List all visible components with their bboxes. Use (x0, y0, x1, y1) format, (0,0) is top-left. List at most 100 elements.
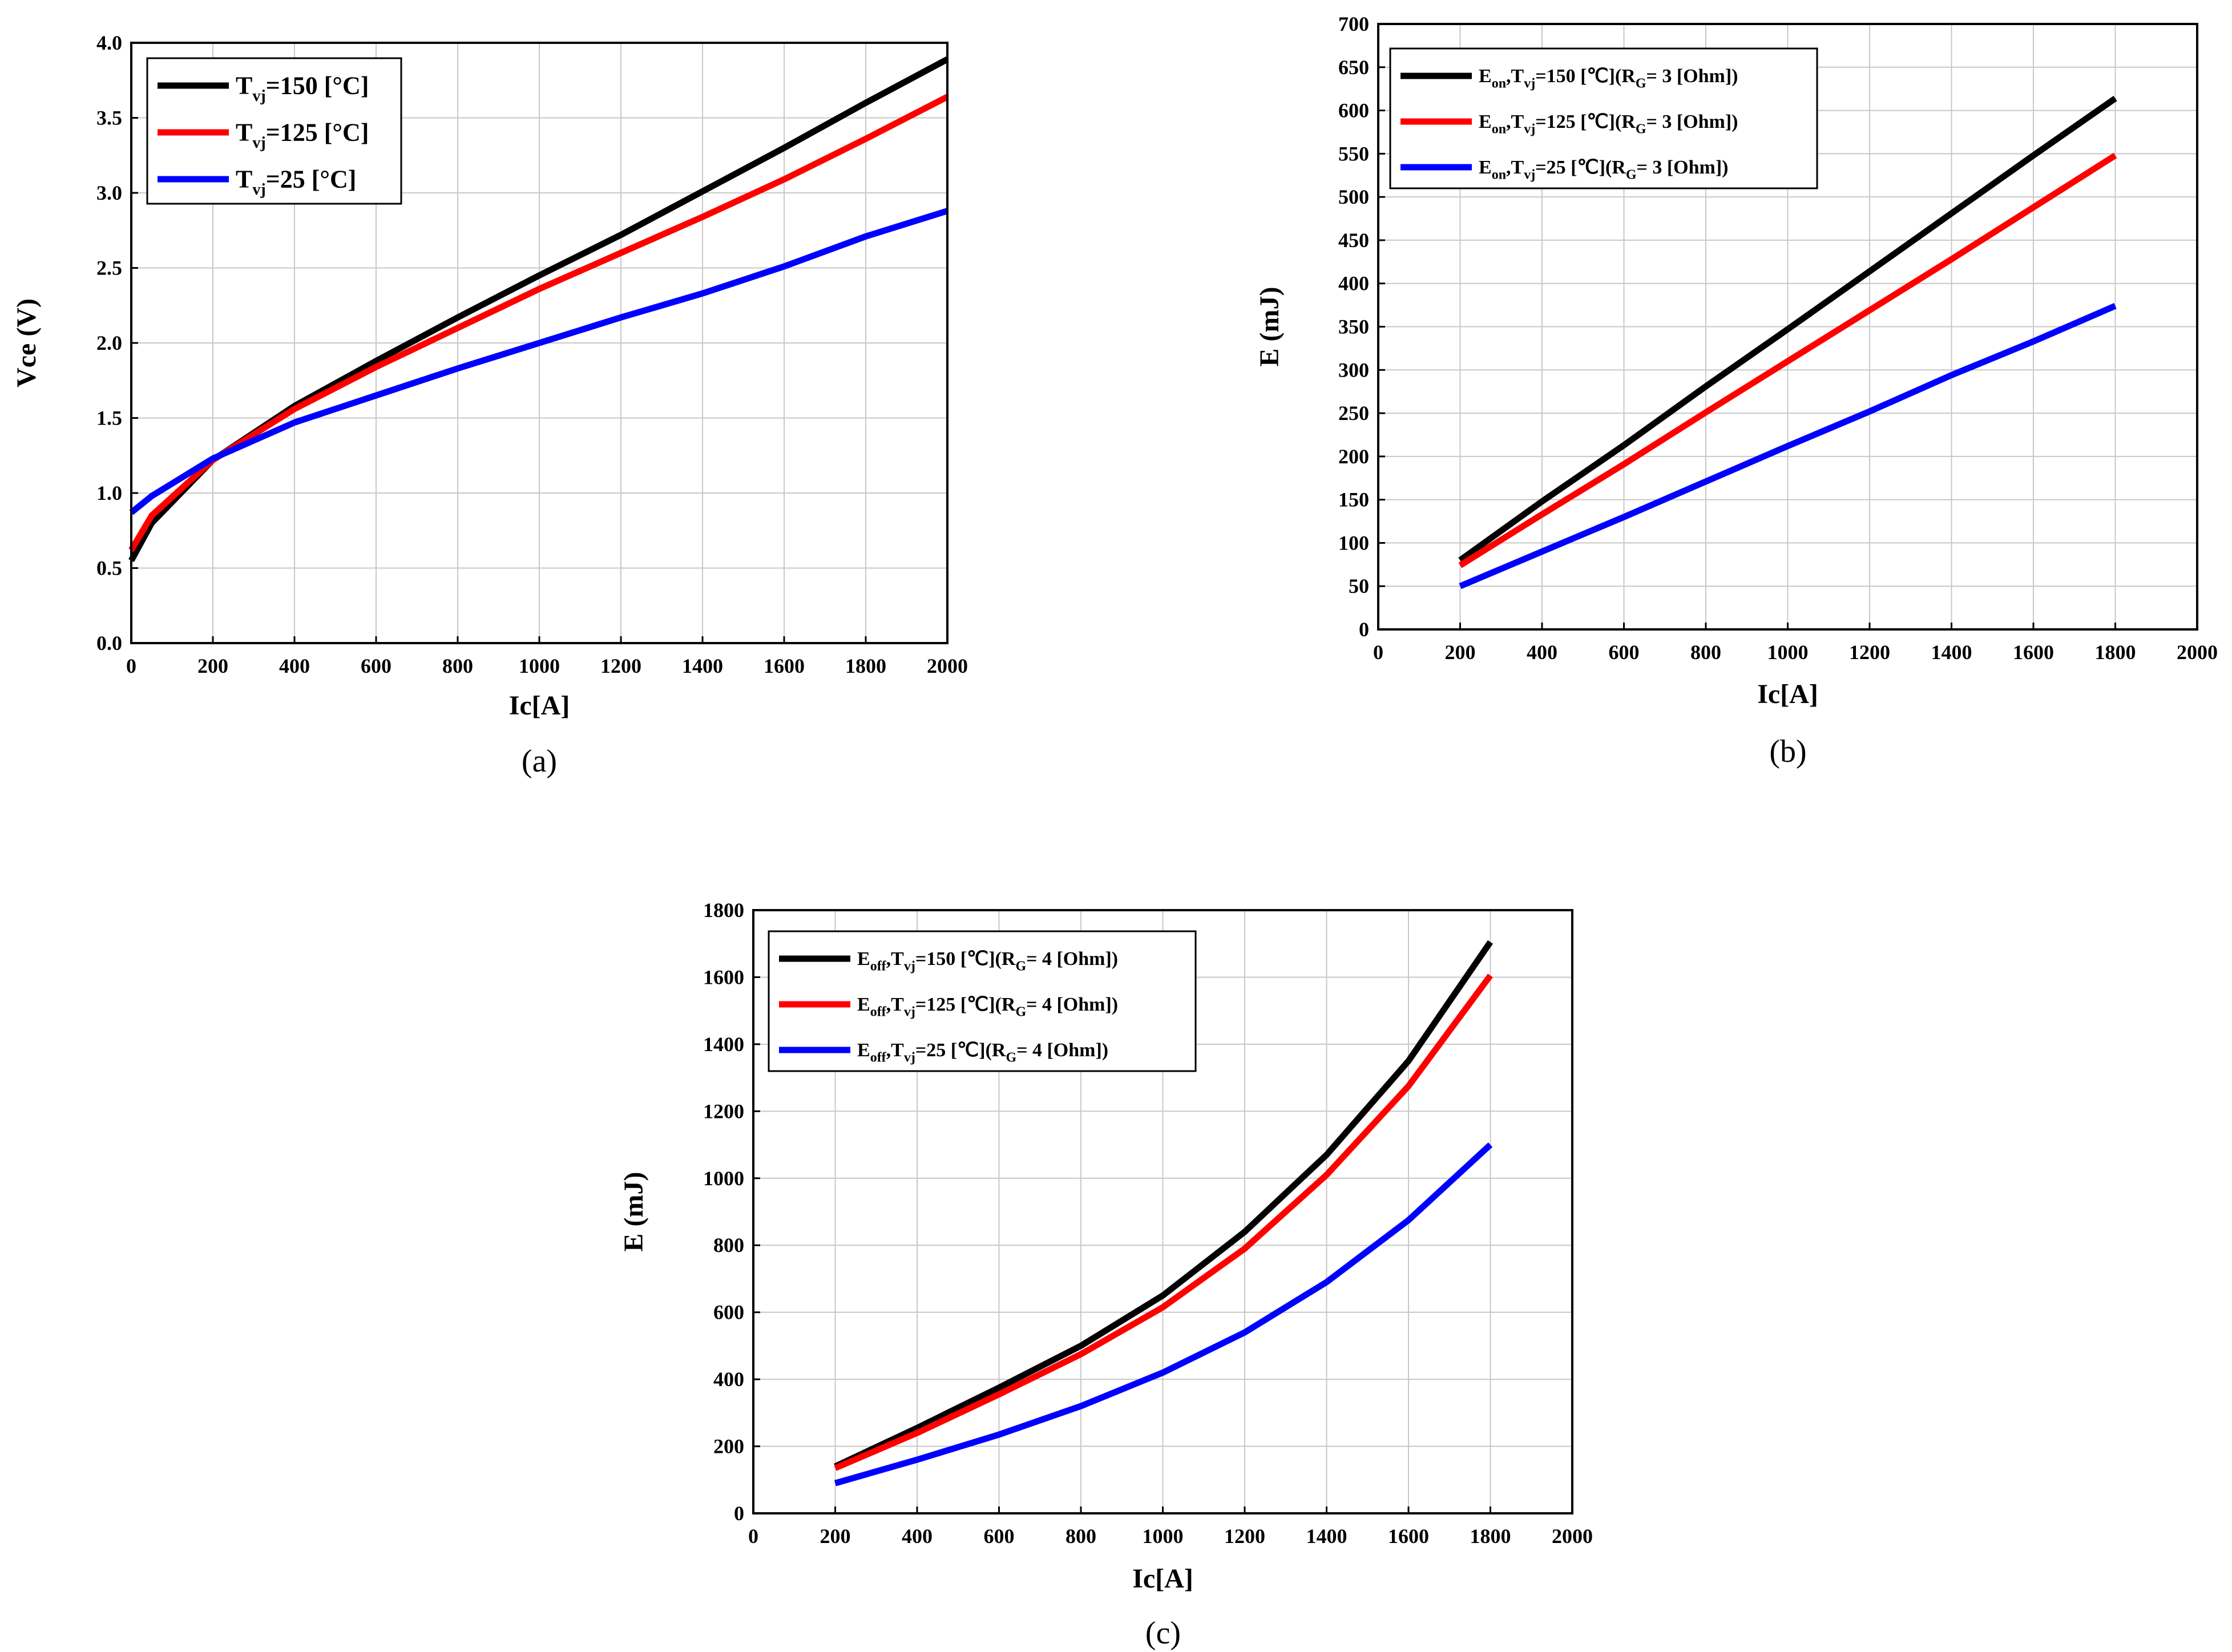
y-axis-label: Vce (V) (11, 298, 42, 387)
legend-text: =150 [℃](R (915, 948, 1016, 970)
x-tick-label: 1800 (2095, 641, 2136, 664)
x-tick-label: 800 (1065, 1525, 1096, 1548)
legend-text: =125 [°C] (266, 119, 369, 147)
y-tick-label: 350 (1338, 316, 1369, 338)
series-line-2 (1458, 152, 2117, 568)
y-tick-label: 3.5 (96, 107, 122, 130)
x-tick-label: 1600 (2013, 641, 2054, 664)
legend-subscript: on (1492, 122, 1506, 137)
legend: Eon,Tvj=150 [℃](RG= 3 [Ohm]) Eon,Tvj=125 … (1389, 47, 1818, 189)
y-tick-label: 650 (1338, 56, 1369, 79)
legend-text: T (236, 72, 252, 100)
y-tick-label: 100 (1338, 531, 1369, 554)
series-line-3 (129, 208, 949, 515)
chart-b-eon-vs-ic: 0 200 400 600 800 1000 1200 1400 1600 1800 2000 0 50… (1254, 13, 2218, 769)
legend-text: =125 [℃](R (915, 994, 1016, 1015)
y-tick-label: 700 (1338, 13, 1369, 35)
y-tick-label: 1600 (703, 966, 744, 988)
x-tick-label: 0 (1373, 641, 1383, 664)
y-tick-label: 400 (1338, 272, 1369, 295)
x-tick-label: 1200 (1849, 641, 1890, 664)
x-tick-label: 0 (126, 655, 136, 677)
x-tick-label: 200 (197, 655, 228, 677)
legend-text: ,T (886, 1040, 905, 1061)
y-tick-label: 0.0 (96, 632, 122, 655)
legend-text: E (857, 1040, 870, 1061)
series-line-3 (834, 1142, 1493, 1487)
chart-c-eoff-vs-ic: 0 200 400 600 800 1000 1200 1400 1600 1800 2000 0 20… (619, 899, 1593, 1651)
legend: Tvj=150 [°C]Tvj=125 [°C]Tvj=25 [°C] (146, 57, 402, 205)
legend-text: ,T (1506, 111, 1524, 132)
legend-subscript: G (1015, 1005, 1026, 1020)
legend-text: = 4 [Ohm]) (1016, 1040, 1108, 1061)
legend-subscript: vj (1524, 168, 1535, 183)
y-tick-label: 0.5 (96, 557, 122, 580)
chart-caption: (a) (522, 744, 557, 779)
x-tick-label: 200 (1445, 641, 1476, 664)
legend-text: E (857, 948, 870, 970)
legend-subscript: G (1015, 959, 1026, 974)
y-axis-label: E (mJ) (1254, 287, 1285, 367)
y-tick-label: 1000 (703, 1167, 744, 1190)
x-tick-label: 1000 (519, 655, 560, 677)
legend: Eoff,Tvj=150 [℃](RG= 4 [Ohm])Eoff,Tvj=12… (768, 930, 1197, 1072)
y-tick-label: 1.0 (96, 482, 122, 504)
y-tick-label: 800 (713, 1234, 744, 1257)
y-tick-label: 1.5 (96, 407, 122, 430)
legend-subscript: off (870, 1005, 887, 1020)
y-tick-label: 250 (1338, 402, 1369, 425)
x-tick-label: 1200 (1224, 1525, 1265, 1548)
legend-text: = 3 [Ohm]) (1646, 66, 1738, 87)
x-axis-label: Ic[A] (1132, 1564, 1193, 1594)
y-tick-label: 2.5 (96, 257, 122, 280)
y-tick-label: 1200 (703, 1100, 744, 1122)
x-tick-label: 800 (442, 655, 473, 677)
x-tick-label: 1800 (845, 655, 886, 677)
series-line-2 (834, 974, 1493, 1471)
legend-text: = 3 [Ohm]) (1646, 111, 1738, 132)
x-axis-label: Ic[A] (509, 690, 570, 721)
x-tick-label: 1000 (1143, 1525, 1184, 1548)
legend-subscript: vj (904, 1051, 915, 1065)
chart-caption: (b) (1769, 734, 1806, 769)
y-tick-label: 400 (713, 1368, 744, 1391)
series-line-1 (1458, 95, 2117, 563)
legend-subscript: on (1492, 76, 1506, 91)
legend-subscript: G (1006, 1051, 1016, 1065)
series-line-3 (1459, 303, 2117, 589)
legend-subscript: vj (1524, 76, 1535, 91)
y-tick-label: 300 (1338, 358, 1369, 381)
x-tick-label: 400 (1527, 641, 1557, 664)
y-tick-label: 500 (1338, 185, 1369, 208)
x-tick-label: 1400 (682, 655, 723, 677)
x-tick-label: 600 (984, 1525, 1015, 1548)
chart-caption: (c) (1145, 1615, 1181, 1651)
x-tick-label: 1800 (1470, 1525, 1511, 1548)
x-tick-label: 1600 (764, 655, 805, 677)
x-tick-label: 400 (902, 1525, 933, 1548)
legend-text: ,T (886, 948, 905, 970)
legend-subscript: G (1636, 122, 1646, 137)
legend-text: E (1479, 111, 1492, 132)
legend-subscript: vj (904, 959, 915, 974)
legend-entry-1: Eon,Tvj=150 [℃](RG= 3 [Ohm]) (1479, 66, 1738, 91)
legend-text: ,T (886, 994, 905, 1015)
legend-text: = 4 [Ohm]) (1026, 994, 1118, 1015)
legend-subscript: on (1492, 168, 1506, 183)
legend-entry-2: Eon,Tvj=125 [℃](RG= 3 [Ohm]) (1479, 111, 1738, 137)
y-tick-label: 2.0 (96, 332, 122, 354)
x-tick-label: 800 (1690, 641, 1721, 664)
legend-text: E (857, 994, 870, 1015)
x-tick-label: 400 (279, 655, 310, 677)
x-tick-label: 1400 (1306, 1525, 1347, 1548)
legend-text: = 3 [Ohm]) (1636, 157, 1728, 178)
series-line-1 (834, 940, 1494, 1469)
y-tick-label: 50 (1349, 575, 1369, 597)
x-tick-label: 2000 (1552, 1525, 1593, 1548)
x-tick-label: 0 (748, 1525, 758, 1548)
y-tick-label: 550 (1338, 142, 1369, 165)
y-tick-label: 4.0 (96, 31, 122, 54)
y-tick-label: 1400 (703, 1033, 744, 1056)
x-tick-label: 1000 (1767, 641, 1809, 664)
